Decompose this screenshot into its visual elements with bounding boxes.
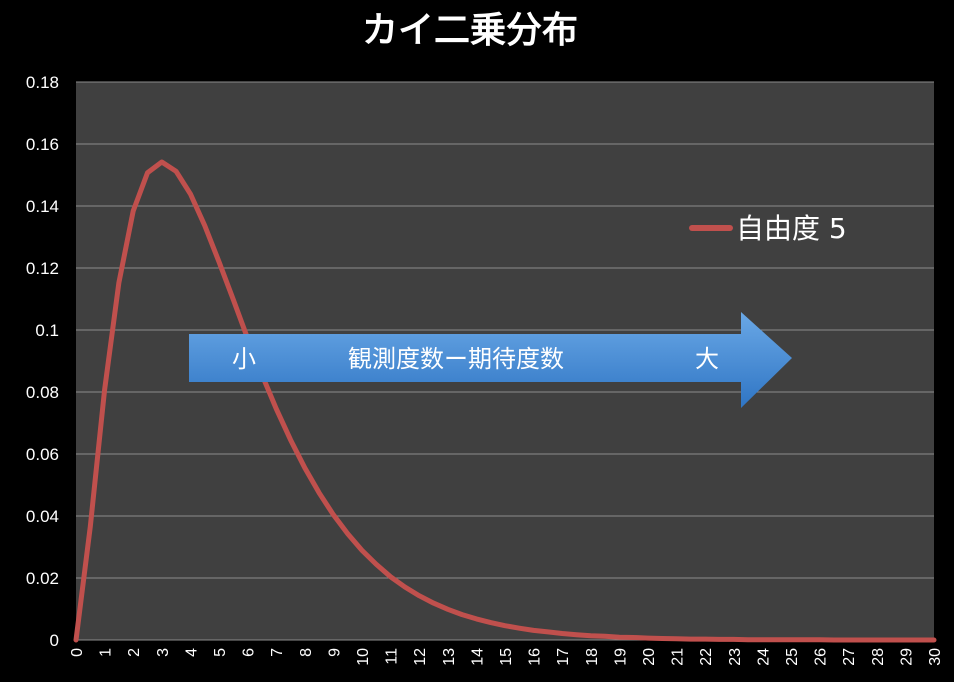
arrow-shape — [189, 312, 792, 408]
legend-label: 自由度 5 — [736, 212, 847, 245]
x-tick-label: 25 — [784, 648, 801, 666]
x-tick-label: 13 — [441, 648, 458, 666]
x-tick-label: 0 — [69, 648, 86, 657]
series-line-dof5 — [73, 159, 937, 643]
chart-title: カイ二乗分布 — [362, 10, 578, 51]
x-tick-label: 23 — [727, 648, 744, 666]
x-tick-label: 14 — [469, 648, 486, 666]
arrow-label-small: 小 — [232, 345, 256, 373]
x-tick-label: 5 — [212, 648, 229, 657]
x-tick-label: 30 — [927, 648, 944, 666]
x-tick-label: 10 — [355, 648, 372, 666]
x-tick-label: 21 — [670, 648, 687, 666]
y-tick-label: 0.14 — [26, 197, 59, 216]
x-tick-label: 9 — [326, 648, 343, 657]
x-axis-ticks: 0 1 2 3 4 5 6 7 8 9 10 11 12 13 14 15 16 17 18 19 20 21 22 23 24… — [69, 648, 944, 666]
x-tick-label: 4 — [183, 648, 200, 657]
x-tick-label: 29 — [898, 648, 915, 666]
x-tick-label: 6 — [241, 648, 258, 657]
y-tick-label: 0.02 — [26, 569, 59, 588]
y-tick-label: 0.08 — [26, 383, 59, 402]
x-tick-label: 18 — [584, 648, 601, 666]
y-tick-label: 0.06 — [26, 445, 59, 464]
y-tick-label: 0.04 — [26, 507, 59, 526]
x-tick-label: 7 — [269, 648, 286, 657]
legend: 自由度 5 — [689, 212, 847, 245]
x-tick-label: 12 — [412, 648, 429, 666]
x-tick-label: 28 — [870, 648, 887, 666]
x-tick-label: 2 — [126, 648, 143, 657]
y-tick-label: 0.1 — [35, 321, 59, 340]
x-tick-label: 22 — [698, 648, 715, 666]
x-tick-label: 17 — [555, 648, 572, 666]
x-tick-label: 19 — [612, 648, 629, 666]
x-tick-label: 8 — [298, 648, 315, 657]
y-tick-label: 0 — [50, 631, 59, 650]
x-tick-label: 24 — [755, 648, 772, 666]
x-tick-label: 16 — [527, 648, 544, 666]
x-tick-label: 26 — [813, 648, 830, 666]
y-tick-label: 0.12 — [26, 259, 59, 278]
arrow-label-middle: 観測度数ー期待度数 — [348, 345, 564, 373]
direction-arrow: 小 観測度数ー期待度数 大 — [189, 312, 792, 408]
y-tick-label: 0.18 — [26, 73, 59, 92]
y-axis-ticks: 0 0.02 0.04 0.06 0.08 0.1 0.12 0.14 0.16 0.18 — [26, 73, 59, 650]
x-tick-label: 11 — [384, 648, 401, 665]
x-tick-label: 1 — [98, 648, 115, 657]
y-tick-label: 0.16 — [26, 135, 59, 154]
gridlines — [76, 81, 934, 641]
x-tick-label: 15 — [498, 648, 515, 666]
x-tick-label: 3 — [155, 648, 172, 657]
arrow-label-large: 大 — [695, 345, 719, 373]
x-tick-label: 20 — [641, 648, 658, 666]
x-tick-label: 27 — [841, 648, 858, 666]
